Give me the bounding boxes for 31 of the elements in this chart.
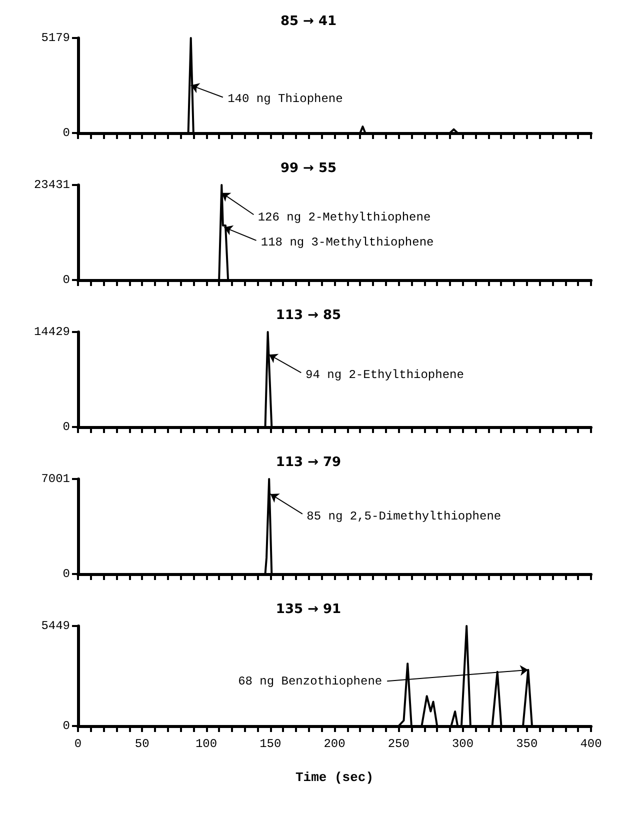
y-tick-label: 0	[62, 126, 70, 140]
annotation: 118 ng 3-Methylthiophene	[260, 235, 434, 250]
chart-title: 99 → 55	[280, 161, 337, 176]
x-tick-label: 50	[134, 737, 150, 751]
y-tick-label: 0	[62, 273, 70, 287]
y-tick-label: 0	[62, 719, 70, 733]
annotation: 140 ng Thiophene	[228, 92, 343, 106]
chart-title: 113 → 79	[276, 455, 342, 470]
annotation: 85 ng 2,5-Dimethylthiophene	[306, 510, 502, 524]
chart-title: 85 → 41	[280, 14, 337, 29]
x-tick-label: 300	[452, 737, 474, 751]
x-axis-title: Time (sec)	[295, 770, 374, 785]
y-tick-label: 23431	[34, 178, 70, 192]
x-tick-label: 250	[388, 737, 410, 751]
y-tick-label: 7001	[41, 472, 70, 486]
x-tick-label: 400	[580, 737, 602, 751]
chart-title: 113 → 85	[276, 308, 342, 323]
y-tick-label: 0	[62, 567, 70, 581]
annotation: 94 ng 2-Ethylthiophene	[306, 368, 464, 382]
y-tick-label: 0	[62, 420, 70, 434]
annotation: 68 ng Benzothiophene	[238, 674, 382, 688]
chart-title: 135 → 91	[276, 602, 342, 617]
y-tick-label: 14429	[34, 325, 70, 339]
x-tick-label: 150	[260, 737, 282, 751]
x-tick-label: 100	[195, 737, 218, 751]
annotation: 126 ng 2-Methylthiophene	[258, 210, 431, 224]
x-tick-label: 0	[74, 737, 82, 751]
x-tick-label: 350	[516, 737, 538, 751]
x-tick-label: 200	[324, 737, 346, 751]
y-tick-label: 5179	[41, 31, 70, 45]
y-tick-label: 5449	[41, 619, 70, 633]
